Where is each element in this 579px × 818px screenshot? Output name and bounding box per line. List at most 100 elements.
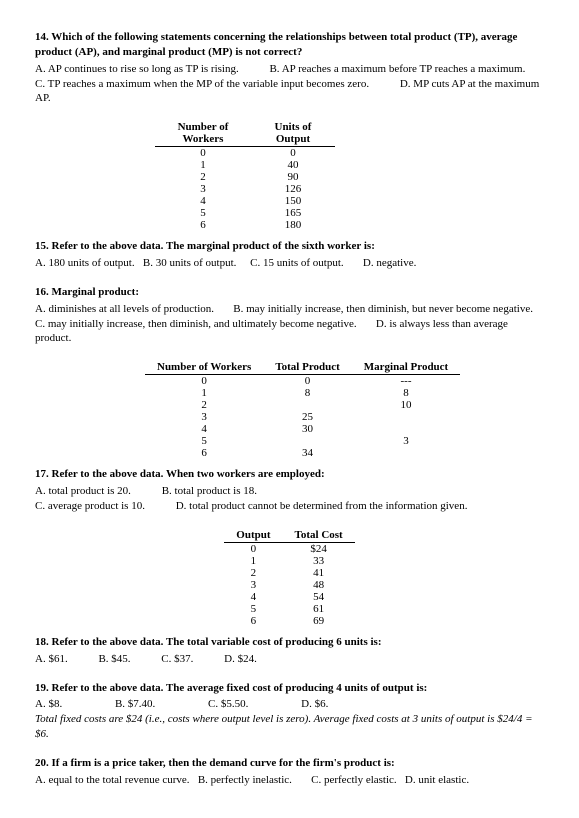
t3-h1: Output [224,528,282,543]
q14-c: C. TP reaches a maximum when the MP of t… [35,78,369,90]
workers-output-table: Number of Workers Units of Output 001402… [155,120,335,231]
table-row: 00--- [145,375,460,388]
table-row: 188 [145,387,460,399]
q17-d: D. total product cannot be determined fr… [176,500,468,512]
q16-options: A. diminishes at all levels of productio… [35,302,544,347]
table-cell: 2 [155,171,251,183]
table-cell: 48 [283,579,355,591]
q16-title: 16. Marginal product: [35,286,139,298]
table-cell: 0 [263,375,351,388]
table-row: 140 [155,159,335,171]
t3-h2-label: Total Cost [295,529,343,541]
t2-h2-label: Total Product [275,361,339,373]
t1-h1: Number of Workers [155,120,251,147]
t2-h1-label: Number of Workers [157,361,251,373]
table-cell: 30 [263,423,351,435]
question-14: 14. Which of the following statements co… [35,30,544,106]
table-row: 2 10 [145,399,460,411]
table-cell: 10 [352,399,460,411]
table-row: 348 [224,579,354,591]
q16-a: A. diminishes at all levels of productio… [35,303,214,315]
t2-h3: Marginal Product [352,360,460,375]
table-row: 325 [145,411,460,423]
product-table: Number of Workers Total Product Marginal… [145,360,460,459]
table-row: 241 [224,567,354,579]
table-cell: 8 [263,387,351,399]
q18-options: A. $61. B. $45. C. $37. D. $24. [35,652,544,667]
table-cell: 3 [155,183,251,195]
table-row: 430 [145,423,460,435]
q14-options: A. AP continues to rise so long as TP is… [35,62,544,107]
q20-d: D. unit elastic. [405,774,469,786]
table-row: 4150 [155,195,335,207]
t1-h2-label: Units of Output [275,121,312,145]
table-cell [352,423,460,435]
table-cell: 69 [283,615,355,627]
question-18: 18. Refer to the above data. The total v… [35,635,544,667]
table-row: 6180 [155,219,335,231]
table-cell: 4 [224,591,282,603]
q20-options: A. equal to the total revenue curve. B. … [35,773,544,788]
table-cell: 90 [251,171,335,183]
t3-h1-label: Output [236,529,270,541]
table-cell: 165 [251,207,335,219]
table-cell: 1 [145,387,263,399]
table-cell: 180 [251,219,335,231]
table-cell: 33 [283,555,355,567]
table-cell: 0 [155,147,251,160]
t3-h2: Total Cost [283,528,355,543]
q19-c: C. $5.50. [208,698,248,710]
table-cell: 8 [352,387,460,399]
q15-c: C. 15 units of output. [250,257,344,269]
q18-b: B. $45. [98,653,130,665]
table-cell: 54 [283,591,355,603]
table-row: 669 [224,615,354,627]
question-20: 20. If a firm is a price taker, then the… [35,756,544,788]
q17-options: A. total product is 20. B. total product… [35,484,544,514]
table-cell: --- [352,375,460,388]
table-row: 3126 [155,183,335,195]
table-row: 290 [155,171,335,183]
question-16: 16. Marginal product: A. diminishes at a… [35,285,544,346]
table-row: 00 [155,147,335,160]
q15-b: B. 30 units of output. [143,257,237,269]
table-cell: 126 [251,183,335,195]
table-row: 5165 [155,207,335,219]
table-cell [352,447,460,459]
table-cell: 3 [224,579,282,591]
question-19: 19. Refer to the above data. The average… [35,681,544,742]
q15-options: A. 180 units of output. B. 30 units of o… [35,256,544,271]
q16-b: B. may initially increase, then diminish… [233,303,533,315]
table-cell: 25 [263,411,351,423]
q17-c: C. average product is 10. [35,500,145,512]
q20-b: B. perfectly inelastic. [198,774,292,786]
table-cell: 41 [283,567,355,579]
table-cell: 3 [145,411,263,423]
q17-title: 17. Refer to the above data. When two wo… [35,468,325,480]
table-cell: 5 [155,207,251,219]
q19-title: 19. Refer to the above data. The average… [35,682,427,694]
q15-title: 15. Refer to the above data. The margina… [35,240,375,252]
t2-h3-label: Marginal Product [364,361,448,373]
t1-h2: Units of Output [251,120,335,147]
q17-a: A. total product is 20. [35,485,131,497]
table-cell: 1 [224,555,282,567]
q20-title: 20. If a firm is a price taker, then the… [35,757,395,769]
t2-h1: Number of Workers [145,360,263,375]
q18-c: C. $37. [161,653,193,665]
q19-b: B. $7.40. [115,698,155,710]
table-row: 454 [224,591,354,603]
question-17: 17. Refer to the above data. When two wo… [35,467,544,514]
q18-d: D. $24. [224,653,257,665]
table-cell: 5 [145,435,263,447]
table-cell: 1 [155,159,251,171]
table-cell: 61 [283,603,355,615]
table-cell: 6 [224,615,282,627]
table-cell: 0 [145,375,263,388]
table-cell: 6 [155,219,251,231]
q14-b: B. AP reaches a maximum before TP reache… [269,63,525,75]
table-cell: 2 [145,399,263,411]
table-cell: 5 [224,603,282,615]
t1-h1-label: Number of Workers [178,121,229,145]
q15-a: A. 180 units of output. [35,257,135,269]
